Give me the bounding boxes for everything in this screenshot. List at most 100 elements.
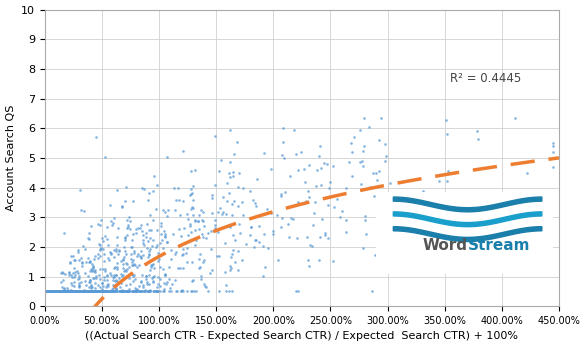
Point xyxy=(149,289,159,294)
Point xyxy=(283,221,292,227)
Point xyxy=(344,160,353,165)
Point xyxy=(131,289,141,294)
Point xyxy=(51,289,60,294)
Point xyxy=(59,285,69,290)
Point xyxy=(148,280,157,285)
Point xyxy=(96,277,105,282)
Point xyxy=(120,289,129,294)
Point xyxy=(47,289,56,294)
Point xyxy=(239,212,248,218)
Point xyxy=(62,289,71,294)
Point xyxy=(342,218,351,223)
Point xyxy=(50,289,60,294)
Point xyxy=(125,219,135,224)
Point xyxy=(73,289,83,294)
Point xyxy=(112,289,121,294)
Point xyxy=(313,167,322,173)
Point xyxy=(59,289,68,294)
Point xyxy=(46,289,56,294)
Point xyxy=(198,209,207,215)
Point xyxy=(166,285,175,291)
Point xyxy=(289,127,299,133)
Point xyxy=(69,289,79,294)
Point xyxy=(105,289,115,294)
Point xyxy=(57,289,67,294)
Point xyxy=(216,157,226,163)
Point xyxy=(57,289,66,294)
Point xyxy=(57,289,66,294)
Point xyxy=(45,289,54,294)
Point xyxy=(63,289,72,294)
Point xyxy=(56,289,66,294)
Point xyxy=(217,212,226,217)
Point xyxy=(45,289,54,294)
Point xyxy=(42,289,52,294)
Point xyxy=(137,255,146,261)
Point xyxy=(53,289,63,294)
Point xyxy=(50,289,59,294)
Point xyxy=(138,228,147,234)
Point xyxy=(114,247,124,253)
Point xyxy=(45,289,54,294)
Point xyxy=(41,289,50,294)
Point xyxy=(110,289,119,294)
Point xyxy=(106,272,115,278)
Point xyxy=(380,220,390,225)
Point xyxy=(43,289,52,294)
Point xyxy=(59,289,68,294)
Point xyxy=(108,289,118,294)
Point xyxy=(90,289,99,294)
Point xyxy=(47,289,56,294)
Point xyxy=(355,127,364,133)
Point xyxy=(95,289,104,294)
Point xyxy=(104,289,114,294)
Point xyxy=(48,289,57,294)
Point xyxy=(49,289,58,294)
Point xyxy=(73,289,83,294)
Point xyxy=(85,258,94,263)
Point xyxy=(51,289,60,294)
Point xyxy=(230,260,239,265)
Point xyxy=(272,212,281,218)
Point xyxy=(52,289,61,294)
Point xyxy=(155,264,165,270)
Point xyxy=(147,276,156,281)
Point xyxy=(134,252,143,257)
Point xyxy=(94,289,104,294)
Point xyxy=(163,207,173,212)
Point xyxy=(50,289,59,294)
Point xyxy=(62,285,71,291)
Point xyxy=(160,209,169,214)
Point xyxy=(76,289,86,294)
Point xyxy=(65,289,74,294)
Point xyxy=(62,289,71,294)
Point xyxy=(130,276,139,281)
Point xyxy=(230,237,240,243)
Point xyxy=(130,289,139,294)
Point xyxy=(131,289,141,294)
Point xyxy=(349,135,359,140)
Point xyxy=(46,289,55,294)
Point xyxy=(79,289,88,294)
Point xyxy=(206,229,215,234)
Point xyxy=(50,289,60,294)
Point xyxy=(43,289,53,294)
Point xyxy=(52,289,62,294)
Point xyxy=(278,125,288,130)
Point xyxy=(43,289,53,294)
Point xyxy=(325,179,335,185)
Point xyxy=(88,289,98,294)
Point xyxy=(146,264,155,270)
Point xyxy=(60,289,70,294)
Point xyxy=(74,289,83,294)
Point xyxy=(41,289,50,294)
Point xyxy=(152,228,162,233)
Point xyxy=(53,289,63,294)
Point xyxy=(44,289,53,294)
Point xyxy=(188,212,197,218)
Point xyxy=(121,185,131,190)
Point xyxy=(44,289,53,294)
Point xyxy=(85,277,94,282)
Point xyxy=(52,289,61,294)
Point xyxy=(293,289,302,294)
